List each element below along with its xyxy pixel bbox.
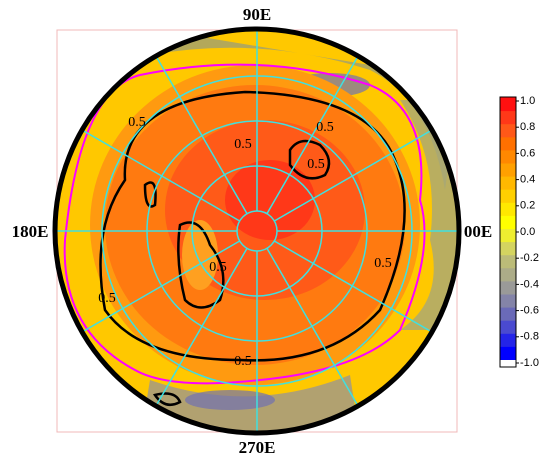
colorbar-swatch — [500, 201, 516, 216]
lon-label: 270E — [239, 438, 276, 457]
colorbar-tick-label: 0.4 — [520, 174, 535, 186]
colorbar-tick-label: 0.6 — [520, 147, 535, 159]
meridian — [273, 127, 435, 222]
colorbar-swatch — [500, 306, 516, 321]
grid — [55, 29, 459, 433]
colorbar-swatch — [500, 123, 516, 138]
meridian — [153, 247, 248, 409]
colorbar-swatch — [500, 267, 516, 282]
colorbar-swatch — [500, 97, 516, 112]
colorbar-swatch — [500, 332, 516, 347]
colorbar-swatch — [500, 293, 516, 308]
contour-label: 0.5 — [209, 260, 227, 275]
contour-label: 0.5 — [316, 120, 334, 135]
colorbar-swatch — [500, 162, 516, 177]
map-boundary — [52, 26, 462, 436]
contour-label: 0.5 — [307, 157, 325, 172]
contour-label: 0.5 — [128, 115, 146, 130]
meridian — [79, 127, 241, 222]
colorbar-tick-label: -1.0 — [520, 357, 539, 369]
colorbar-swatch — [500, 214, 516, 229]
contour-label: 0.5 — [234, 137, 252, 152]
colorbar-tick-label: -0.4 — [520, 278, 539, 290]
lon-label: 90E — [243, 5, 271, 24]
meridian — [266, 53, 361, 215]
colorbar-tick-label: -0.2 — [520, 252, 539, 264]
colorbar-swatch — [500, 241, 516, 256]
meridian — [273, 240, 435, 335]
colorbar-swatch — [500, 188, 516, 203]
colorbar-swatch — [500, 254, 516, 269]
contour-label: 0.5 — [98, 291, 116, 306]
colorbar-swatch — [500, 280, 516, 295]
colorbar-tick-label: 1.0 — [520, 95, 535, 107]
contour-label: 0.5 — [374, 256, 392, 271]
lon-label: 180E — [12, 222, 49, 241]
colorbar-swatch — [500, 149, 516, 164]
meridian — [79, 240, 241, 335]
colorbar-swatch — [500, 110, 516, 125]
colorbar-tick-label: 0.2 — [520, 200, 535, 212]
colorbar-swatch — [500, 175, 516, 190]
colorbar-swatch — [500, 319, 516, 334]
colorbar-tick-label: -0.8 — [520, 331, 539, 343]
colorbar-tick-label: -0.6 — [520, 305, 539, 317]
meridian — [266, 247, 361, 409]
meridian — [153, 53, 248, 215]
colorbar-swatch — [500, 228, 516, 243]
colorbar-tick-label: 0.8 — [520, 121, 535, 133]
colorbar-tick-label: 0.0 — [520, 226, 535, 238]
lon-label: 00E — [464, 222, 492, 241]
contour-label: 0.5 — [234, 354, 252, 369]
colorbar-swatch — [500, 345, 516, 360]
colorbar-swatch — [500, 136, 516, 151]
